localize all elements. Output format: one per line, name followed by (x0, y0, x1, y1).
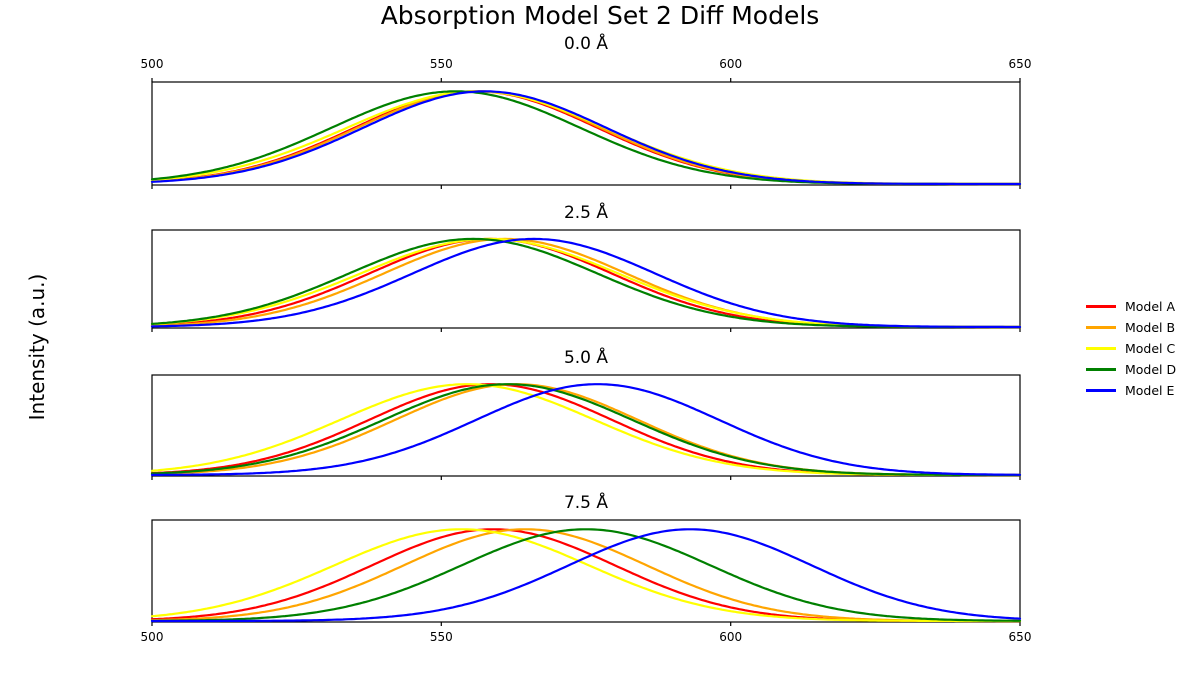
curve-model-e-subplot-1 (150, 237, 1022, 329)
curve-model-b-subplot-2 (150, 383, 1022, 477)
plot-area-0 (151, 81, 1021, 186)
x-tick-label: 600 (719, 57, 743, 71)
curve-model-e-subplot-2 (150, 383, 1022, 476)
plot-area-3 (151, 519, 1021, 623)
curve-model-c-subplot-3 (150, 528, 1022, 623)
plot-area-2 (151, 374, 1021, 477)
plot-area-1 (151, 229, 1021, 329)
x-tick-label: 500 (140, 630, 164, 644)
subplot-title-0: 0.0 Å (563, 34, 609, 54)
curve-model-a-subplot-0 (150, 90, 1022, 186)
legend: Model A Model B Model C Model D Model E (1086, 296, 1176, 401)
legend-label: Model A (1125, 299, 1176, 314)
x-axis-top-ticklabels: 500 550 600 650 (0, 56, 1200, 72)
subplot-title-3: 7.5 Å (563, 493, 609, 513)
curve-model-a-subplot-1 (150, 237, 1022, 329)
legend-label: Model C (1125, 341, 1176, 356)
subplot-title-2: 5.0 Å (563, 348, 609, 368)
curve-model-b-subplot-1 (150, 237, 1022, 329)
legend-swatch-model-d (1086, 368, 1116, 371)
legend-item-model-d: Model D (1086, 359, 1176, 380)
legend-item-model-b: Model B (1086, 317, 1176, 338)
legend-item-model-c: Model C (1086, 338, 1176, 359)
legend-item-model-e: Model E (1086, 380, 1176, 401)
x-axis-bottom-ticklabels: 500 550 600 650 (0, 629, 1200, 645)
x-tick-label: 500 (140, 57, 164, 71)
curve-model-c-subplot-0 (150, 90, 1022, 186)
curve-model-e-subplot-3 (150, 528, 1022, 623)
x-tick-label: 650 (1008, 630, 1032, 644)
curve-model-e-subplot-0 (150, 90, 1022, 186)
curve-model-d-subplot-3 (150, 528, 1022, 622)
curve-model-c-subplot-1 (150, 237, 1022, 329)
curve-model-d-subplot-2 (150, 383, 1022, 477)
legend-label: Model D (1125, 362, 1177, 377)
x-tick-label: 650 (1008, 57, 1032, 71)
subplot-title-1: 2.5 Å (563, 203, 609, 223)
legend-label: Model B (1125, 320, 1176, 335)
curve-model-d-subplot-0 (150, 90, 1022, 186)
x-tick-label: 550 (429, 630, 453, 644)
curve-model-a-subplot-3 (150, 528, 1022, 623)
curve-model-b-subplot-3 (150, 528, 1022, 623)
x-tick-label: 550 (429, 57, 453, 71)
legend-swatch-model-e (1086, 389, 1116, 392)
x-tick-label: 600 (719, 630, 743, 644)
legend-swatch-model-b (1086, 326, 1116, 329)
legend-swatch-model-a (1086, 305, 1116, 308)
legend-label: Model E (1125, 383, 1175, 398)
curve-model-b-subplot-0 (150, 90, 1022, 186)
legend-swatch-model-c (1086, 347, 1116, 350)
figure-title: Absorption Model Set 2 Diff Models (380, 1, 820, 30)
legend-item-model-a: Model A (1086, 296, 1176, 317)
curve-model-d-subplot-1 (150, 237, 1022, 329)
